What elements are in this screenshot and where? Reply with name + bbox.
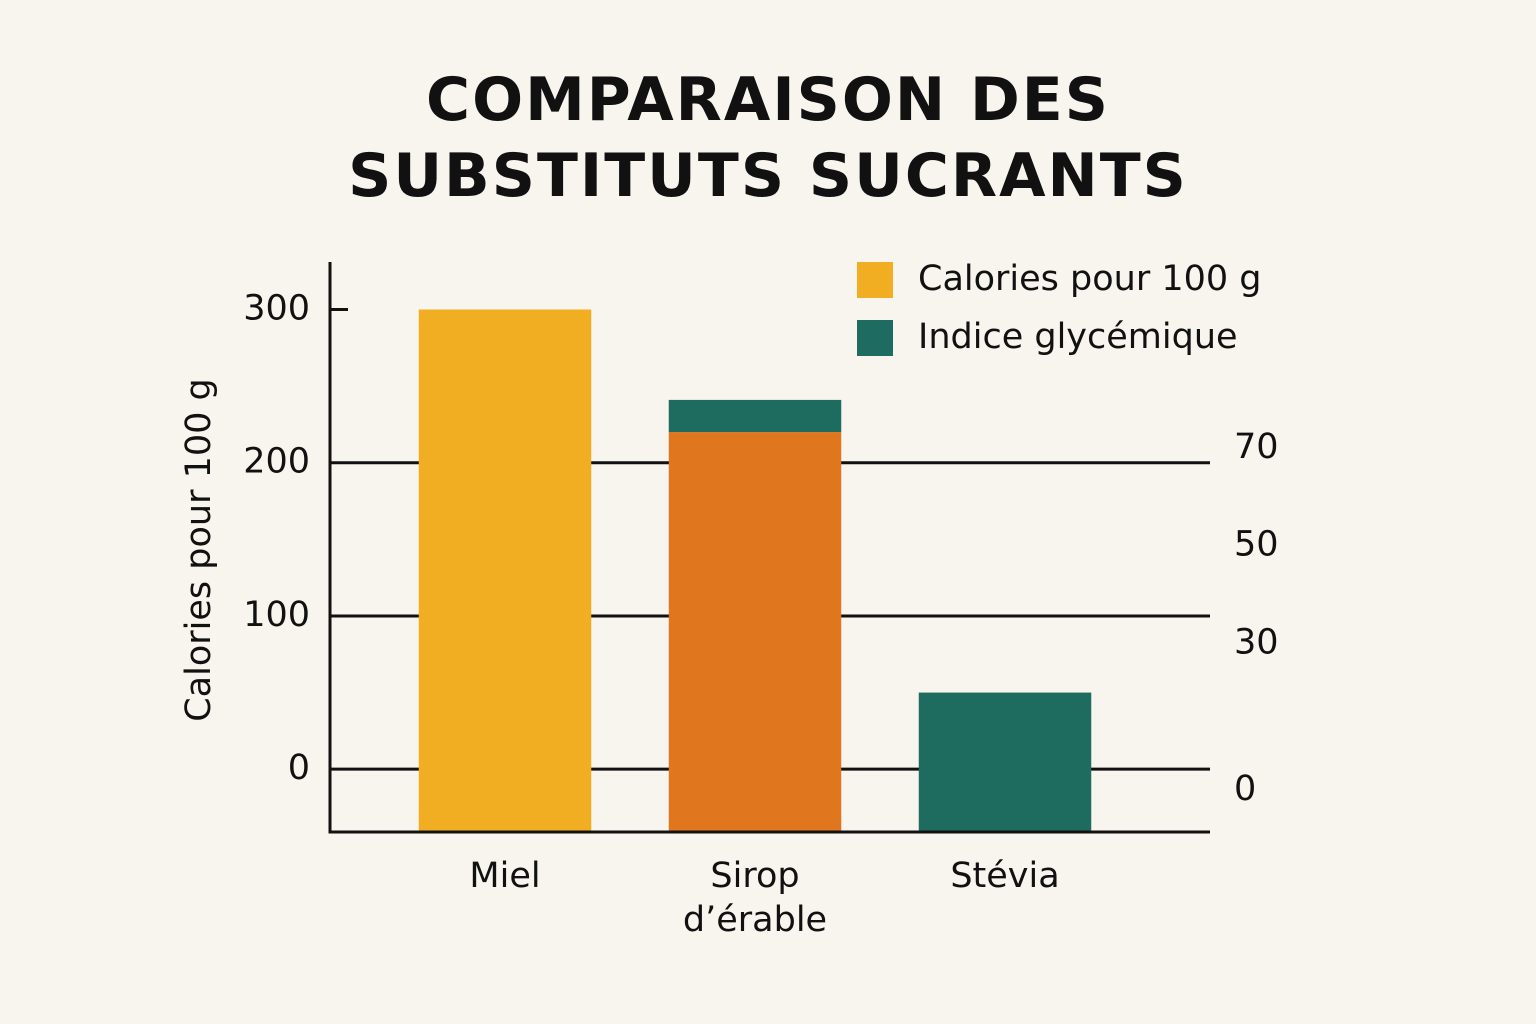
- bar: [668, 432, 842, 832]
- y2-tick-label: 30: [1234, 622, 1279, 662]
- y-tick-label: 100: [243, 595, 310, 635]
- y2-tick-label: 50: [1234, 525, 1279, 565]
- y-axis-label: Calories pour 100 g: [179, 378, 219, 722]
- bar: [918, 692, 1092, 832]
- chart-title: COMPARAISON DES SUBSTITUTS SUCRANTS: [348, 65, 1188, 211]
- y-tick-label: 200: [243, 442, 310, 482]
- legend-swatch: [857, 262, 893, 298]
- x-tick-label: Miel: [469, 856, 541, 896]
- y2-tick-label: 0: [1234, 769, 1256, 809]
- y-tick-label: 0: [288, 748, 310, 788]
- legend-swatch: [857, 320, 893, 356]
- x-tick-label: Sirop d’érable: [682, 856, 828, 940]
- x-tick-label: Stévia: [950, 856, 1060, 896]
- y-tick-label: 300: [243, 289, 310, 329]
- legend-label: Calories pour 100 g: [918, 259, 1262, 299]
- bar: [668, 399, 842, 433]
- bar: [418, 309, 592, 832]
- y2-tick-label: 70: [1234, 427, 1279, 467]
- legend-label: Indice glycémique: [918, 317, 1238, 357]
